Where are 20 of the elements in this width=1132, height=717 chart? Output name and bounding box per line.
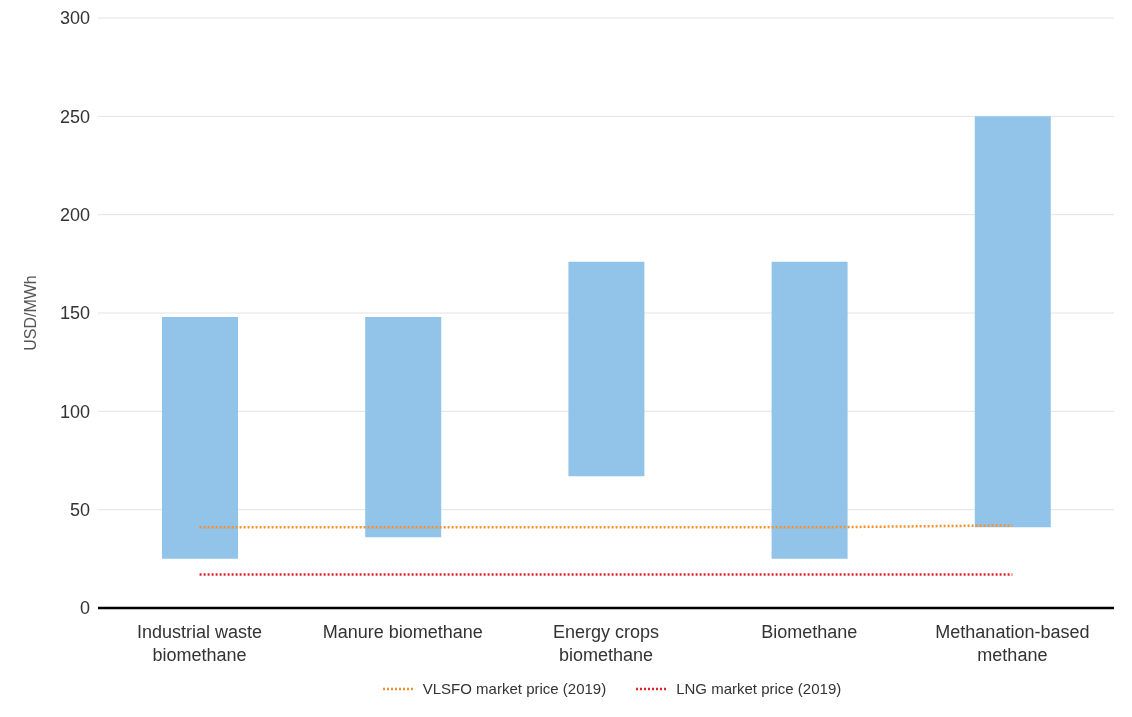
x-tick-label: Industrial waste biomethane <box>137 622 263 665</box>
legend-label: VLSFO market price (2019) <box>422 680 607 697</box>
y-tick-label: 150 <box>59 303 90 324</box>
bar <box>162 316 238 559</box>
x-tick-label: Energy crops biomethane <box>552 622 660 665</box>
y-tick-label: 300 <box>59 8 90 29</box>
y-tick-label: 250 <box>59 106 90 127</box>
x-tick-label: Manure biomethane <box>322 622 483 642</box>
bar <box>974 116 1051 528</box>
bar <box>365 316 442 538</box>
y-tick-label: 50 <box>69 500 90 521</box>
y-tick-label: 100 <box>59 401 90 422</box>
bar <box>771 261 848 559</box>
x-tick-label: Methanation-based methane <box>935 622 1090 665</box>
y-tick-label: 0 <box>79 598 90 619</box>
legend-label: LNG market price (2019) <box>676 680 842 697</box>
bar <box>568 261 645 477</box>
x-tick-label: Biomethane <box>761 622 858 642</box>
y-tick-label: 200 <box>59 205 90 226</box>
y-axis-title: USD/MWh <box>21 275 39 351</box>
